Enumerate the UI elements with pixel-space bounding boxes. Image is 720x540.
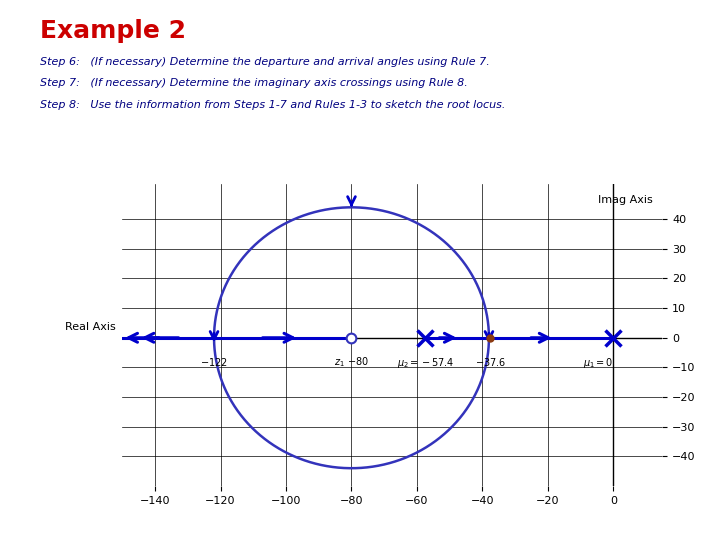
Text: Imag Axis: Imag Axis [598,195,652,205]
Text: $\mu_1$$=0$: $\mu_1$$=0$ [583,355,613,369]
Text: $-37.6$: $-37.6$ [474,355,506,368]
Text: Step 8:   Use the information from Steps 1-7 and Rules 1-3 to sketch the root lo: Step 8: Use the information from Steps 1… [40,100,505,110]
Text: $z_1$$\,-\!80$: $z_1$$\,-\!80$ [334,355,369,369]
Text: $-122$: $-122$ [200,355,228,368]
Text: Step 7:   (If necessary) Determine the imaginary axis crossings using Rule 8.: Step 7: (If necessary) Determine the ima… [40,78,467,89]
Text: $\mu_2$$=-57.4$: $\mu_2$$=-57.4$ [397,355,454,369]
Text: Real Axis: Real Axis [65,322,116,332]
Text: Step 6:   (If necessary) Determine the departure and arrival angles using Rule 7: Step 6: (If necessary) Determine the dep… [40,57,490,67]
Text: Example 2: Example 2 [40,19,186,43]
